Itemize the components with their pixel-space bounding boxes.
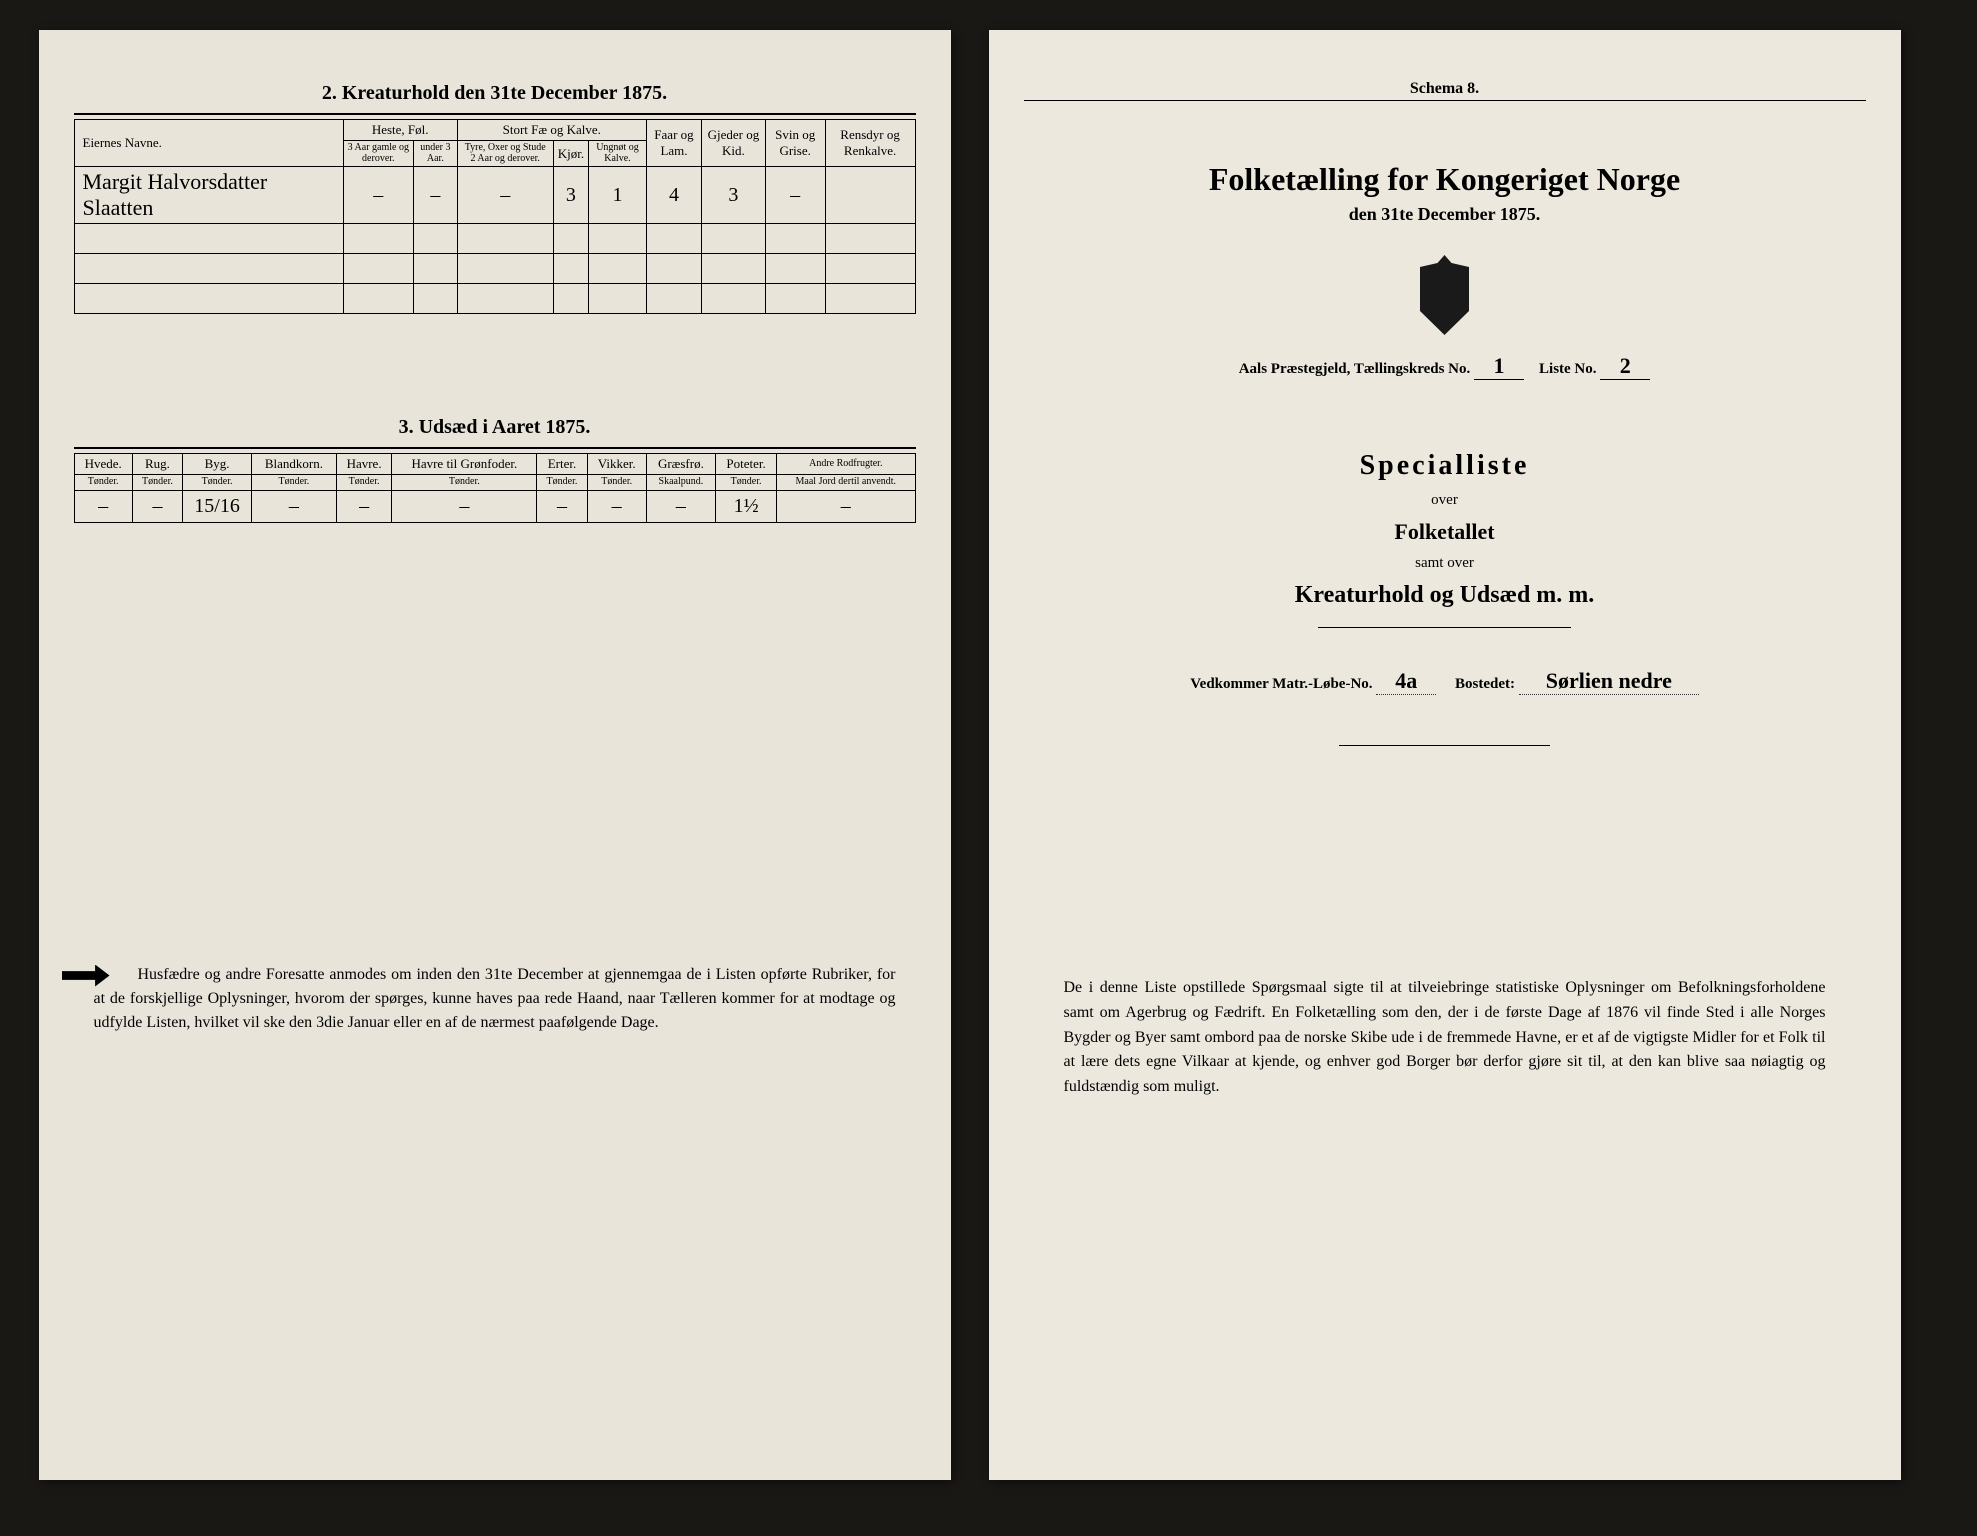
unit: Tønder. xyxy=(252,475,337,491)
col-reindeer: Rensdyr og Renkalve. xyxy=(825,120,915,167)
census-title: Folketælling for Kongeriget Norge xyxy=(1024,161,1866,198)
empty-row xyxy=(74,224,915,254)
rule xyxy=(1339,745,1550,746)
seed-table: Hvede. Rug. Byg. Blandkorn. Havre. Havre… xyxy=(74,453,916,523)
col-peas: Erter. xyxy=(537,454,587,475)
col-barley: Byg. xyxy=(183,454,252,475)
rule xyxy=(1318,627,1571,628)
cell: – xyxy=(252,490,337,522)
col-wheat: Hvede. xyxy=(74,454,132,475)
bosted-value: Sørlien nedre xyxy=(1519,668,1699,695)
district-line: Aals Præstegjeld, Tællingskreds No. 1 Li… xyxy=(1024,353,1866,380)
schema-label: Schema 8. xyxy=(1024,80,1866,98)
cell: – xyxy=(414,167,458,224)
rule xyxy=(1024,100,1866,101)
col-bull: Tyre, Oxer og Stude 2 Aar og derover. xyxy=(457,141,553,167)
list-no: 2 xyxy=(1600,353,1650,380)
cell: – xyxy=(777,490,915,522)
district-no: 1 xyxy=(1474,353,1524,380)
unit: Tønder. xyxy=(587,475,646,491)
right-page: Schema 8. Folketælling for Kongeriget No… xyxy=(989,30,1901,1480)
cell: – xyxy=(392,490,537,522)
bosted-label: Bostedet: xyxy=(1455,676,1515,692)
table2-title: 2. Kreaturhold den 31te December 1875. xyxy=(74,82,916,105)
col-horse-young: under 3 Aar. xyxy=(414,141,458,167)
col-cow: Kjør. xyxy=(553,141,588,167)
cell: 1 xyxy=(589,167,647,224)
col-rye: Rug. xyxy=(132,454,182,475)
col-sheep: Faar og Lam. xyxy=(646,120,701,167)
col-grass: Græsfrø. xyxy=(646,454,715,475)
unit: Tønder. xyxy=(336,475,392,491)
district-label: Aals Præstegjeld, Tællingskreds No. xyxy=(1239,361,1471,377)
pointing-hand-icon xyxy=(62,965,110,987)
col-cattle-group: Stort Fæ og Kalve. xyxy=(457,120,646,141)
left-page: 2. Kreaturhold den 31te December 1875. E… xyxy=(39,30,951,1480)
col-root: Andre Rodfrugter. xyxy=(777,454,915,475)
specialliste-heading: Specialliste xyxy=(1024,450,1866,482)
unit: Tønder. xyxy=(183,475,252,491)
kreatur-label: Kreaturhold og Udsæd m. m. xyxy=(1024,582,1866,609)
col-oats-green: Havre til Grønfoder. xyxy=(392,454,537,475)
unit: Tønder. xyxy=(716,475,777,491)
matr-no: 4a xyxy=(1376,668,1436,695)
cell: – xyxy=(457,167,553,224)
col-pig: Svin og Grise. xyxy=(765,120,825,167)
right-footnote: De i denne Liste opstillede Spørgsmaal s… xyxy=(1064,976,1826,1100)
col-horse-old: 3 Aar gamle og derover. xyxy=(343,141,413,167)
left-footnote: Husfædre og andre Foresatte anmodes om i… xyxy=(74,963,916,1035)
unit: Tønder. xyxy=(132,475,182,491)
cell: – xyxy=(74,490,132,522)
samt-label: samt over xyxy=(1024,555,1866,572)
census-date: den 31te December 1875. xyxy=(1024,204,1866,225)
livestock-table: Eiernes Navne. Heste, Føl. Stort Fæ og K… xyxy=(74,119,916,314)
cell: 1½ xyxy=(716,490,777,522)
unit: Tønder. xyxy=(392,475,537,491)
cell xyxy=(825,167,915,224)
rule xyxy=(74,113,916,115)
unit: Tønder. xyxy=(537,475,587,491)
cell: – xyxy=(587,490,646,522)
unit: Skaalpund. xyxy=(646,475,715,491)
col-owner: Eiernes Navne. xyxy=(74,120,343,167)
coat-of-arms-icon xyxy=(1410,255,1480,335)
list-label: Liste No. xyxy=(1539,361,1597,377)
cell: – xyxy=(343,167,413,224)
col-vetch: Vikker. xyxy=(587,454,646,475)
cell: 15/16 xyxy=(183,490,252,522)
col-goat: Gjeder og Kid. xyxy=(702,120,766,167)
cell: – xyxy=(537,490,587,522)
owner-name: Margit Halvorsdatter Slaatten xyxy=(74,167,343,224)
over-label: over xyxy=(1024,492,1866,509)
cell: 3 xyxy=(702,167,766,224)
empty-row xyxy=(74,284,915,314)
col-calf: Ungnøt og Kalve. xyxy=(589,141,647,167)
rule xyxy=(74,447,916,449)
col-oats: Havre. xyxy=(336,454,392,475)
cell: – xyxy=(646,490,715,522)
folketallet-label: Folketallet xyxy=(1024,519,1866,545)
cell: 3 xyxy=(553,167,588,224)
cell: – xyxy=(336,490,392,522)
open-book-scan: 2. Kreaturhold den 31te December 1875. E… xyxy=(39,30,1939,1480)
unit: Tønder. xyxy=(74,475,132,491)
cell: – xyxy=(132,490,182,522)
col-mixed: Blandkorn. xyxy=(252,454,337,475)
matr-label: Vedkommer Matr.-Løbe-No. xyxy=(1190,676,1372,692)
matr-line: Vedkommer Matr.-Løbe-No. 4a Bostedet: Sø… xyxy=(1024,668,1866,695)
unit: Maal Jord dertil anvendt. xyxy=(777,475,915,491)
cell: – xyxy=(765,167,825,224)
col-potato: Poteter. xyxy=(716,454,777,475)
cell: 4 xyxy=(646,167,701,224)
empty-row xyxy=(74,254,915,284)
table3-title: 3. Udsæd i Aaret 1875. xyxy=(74,416,916,439)
note-text: Husfædre og andre Foresatte anmodes om i… xyxy=(94,966,896,1031)
col-horse-group: Heste, Føl. xyxy=(343,120,457,141)
